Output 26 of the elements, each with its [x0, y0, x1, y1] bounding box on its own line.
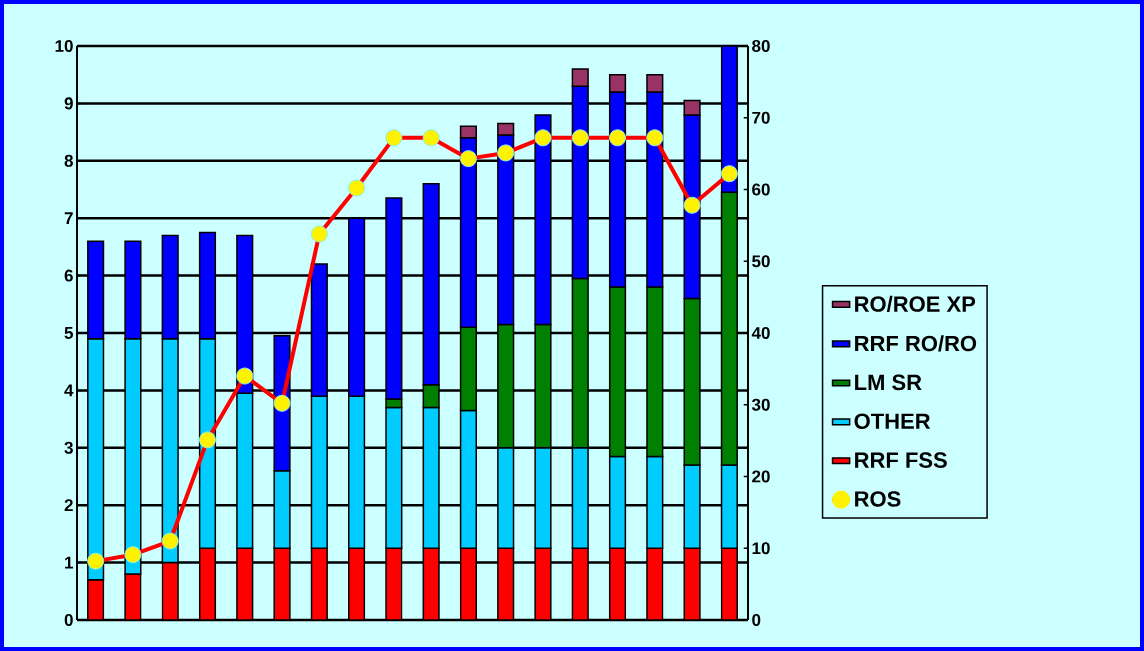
legend-label: LM SR: [855, 374, 922, 391]
y2-tick-label: 60: [752, 183, 770, 196]
y2-tick-label: 40: [751, 326, 770, 340]
legend-label: RRF FSS: [855, 452, 947, 468]
legend-label: RRF RO/RO: [855, 335, 977, 352]
y2-tick-label: 80: [752, 39, 770, 53]
y2-tick-label: 50: [752, 255, 770, 268]
y2-tick-label: 0: [752, 613, 761, 627]
y-tick-label: 6: [64, 269, 73, 282]
y2-tick-label: 70: [752, 111, 770, 124]
y-tick-label: 4: [64, 384, 74, 397]
y-tick-label: 7: [64, 212, 73, 225]
y2-tick-label: 10: [752, 542, 770, 555]
y-tick-label: 9: [64, 97, 73, 110]
y-tick-label: 0: [64, 613, 73, 627]
y-tick-label: 2: [64, 499, 73, 512]
y-tick-label: 5: [64, 327, 74, 339]
legend-label: OTHER: [854, 413, 931, 430]
y2-tick-label: 30: [751, 398, 770, 411]
y-tick-label: 1: [65, 556, 74, 569]
y-tick-label: 8: [64, 154, 73, 167]
y-tick-label: 3: [64, 441, 73, 454]
y2-tick-label: 20: [752, 470, 770, 483]
legend-label: ROS: [855, 491, 901, 507]
legend-label: RO/ROE XP: [855, 295, 976, 313]
y-tick-label: 10: [55, 39, 73, 53]
